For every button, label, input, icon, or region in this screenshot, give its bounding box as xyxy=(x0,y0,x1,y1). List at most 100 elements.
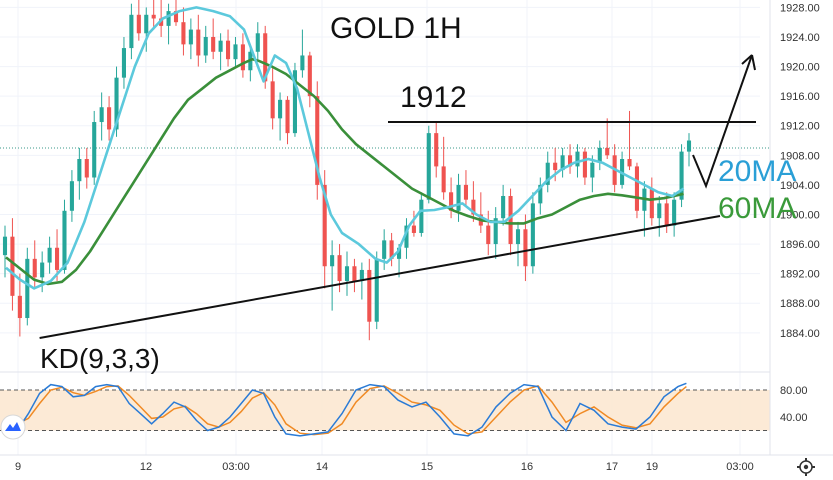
candle-body xyxy=(84,159,89,178)
time-tick-label: 15 xyxy=(421,461,433,473)
candle-body xyxy=(196,29,201,56)
candle-body xyxy=(181,22,186,45)
price-tick-label: 1916.00 xyxy=(780,91,820,103)
candle-body xyxy=(344,266,350,282)
candle-body xyxy=(285,99,290,134)
price-tick-label: 1920.00 xyxy=(780,62,820,74)
candle-body xyxy=(553,162,558,171)
candle-body xyxy=(69,181,74,211)
price-tick-label: 1884.00 xyxy=(780,328,820,340)
ma60-line xyxy=(5,57,684,286)
candle-body xyxy=(657,203,662,219)
candle-body xyxy=(686,140,692,152)
arrow-head-icon xyxy=(741,54,756,71)
candle-body xyxy=(337,255,342,282)
candle-body xyxy=(92,122,97,178)
candle-body xyxy=(188,29,193,45)
time-tick-label: 19 xyxy=(646,461,658,473)
candle-body xyxy=(40,262,45,278)
candle-body xyxy=(515,229,521,245)
candle-body xyxy=(330,255,335,267)
candle-body xyxy=(634,166,640,211)
candle-body xyxy=(99,107,104,123)
candle-body xyxy=(359,269,364,282)
candle-body xyxy=(404,225,409,248)
candle-body xyxy=(382,240,387,259)
price-tick-label: 1888.00 xyxy=(780,298,820,310)
candle-body xyxy=(300,55,305,71)
time-tick-label: 16 xyxy=(521,461,533,473)
candle-body xyxy=(597,147,602,163)
candle-body xyxy=(679,151,684,200)
resistance-label: 1912 xyxy=(400,81,467,114)
candle-body xyxy=(218,40,223,52)
candle-body xyxy=(523,229,528,267)
ma20-label: 20MA xyxy=(718,155,796,188)
candle-body xyxy=(582,151,587,178)
candle-body xyxy=(560,155,565,171)
price-tick-label: 1896.00 xyxy=(780,239,820,251)
chart-title: GOLD 1H xyxy=(330,12,462,45)
candle-body xyxy=(114,77,119,130)
time-tick-label: 03:00 xyxy=(726,461,754,473)
candle-body xyxy=(367,269,372,322)
kd-tick-label: 80.00 xyxy=(780,385,808,397)
candle-body xyxy=(173,11,179,23)
kd-lines xyxy=(5,382,687,437)
candle-body xyxy=(463,184,469,200)
annotations xyxy=(39,54,756,339)
candle-body xyxy=(493,218,498,245)
candle-body xyxy=(77,159,82,182)
candle-body xyxy=(545,162,550,185)
candle-body xyxy=(144,14,149,34)
candle-body xyxy=(159,18,164,26)
candle-body xyxy=(649,188,654,219)
candle-body xyxy=(664,203,669,226)
candle-body xyxy=(62,210,67,270)
candle-body xyxy=(530,203,535,267)
candle-body xyxy=(411,225,416,233)
candle-body xyxy=(538,184,543,204)
candle-body xyxy=(672,199,677,226)
candle-body xyxy=(278,99,283,119)
candle-body xyxy=(47,247,52,263)
candle-body xyxy=(389,240,394,259)
candle-body xyxy=(449,192,454,211)
candle-body xyxy=(255,33,260,52)
candle-body xyxy=(17,295,22,319)
settings-gear-icon[interactable] xyxy=(797,458,815,476)
candle-body xyxy=(263,33,268,82)
candle-body xyxy=(10,236,15,296)
candle-body xyxy=(322,184,327,267)
candle-body xyxy=(32,258,37,278)
candle-body xyxy=(151,14,156,19)
price-tick-label: 1900.00 xyxy=(780,209,820,221)
logo-icon xyxy=(5,422,21,431)
candle-body xyxy=(25,258,30,319)
time-tick-label: 12 xyxy=(140,461,152,473)
candle-body xyxy=(166,11,171,26)
candle-body xyxy=(292,70,298,134)
candle-body xyxy=(374,258,379,322)
time-tick-label: 03:00 xyxy=(222,461,250,473)
candle-body xyxy=(107,107,112,130)
tradingview-logo[interactable] xyxy=(0,414,26,440)
candle-body xyxy=(307,55,312,97)
candle-body xyxy=(471,199,476,215)
candle-body xyxy=(136,14,141,34)
ma60-label: 60MA xyxy=(718,192,796,225)
time-tick-label: 9 xyxy=(15,461,21,473)
candle-body xyxy=(121,48,127,78)
candle-body xyxy=(575,151,580,167)
candle-body xyxy=(315,96,320,185)
kd-k-line xyxy=(5,382,687,437)
kd-tick-label: 40.00 xyxy=(780,412,808,424)
candle-body xyxy=(203,36,208,56)
candle-body xyxy=(129,14,134,49)
candle-body xyxy=(508,195,513,245)
support-trendline xyxy=(39,214,721,339)
candle-body xyxy=(590,162,595,178)
price-tick-label: 1892.00 xyxy=(780,269,820,281)
